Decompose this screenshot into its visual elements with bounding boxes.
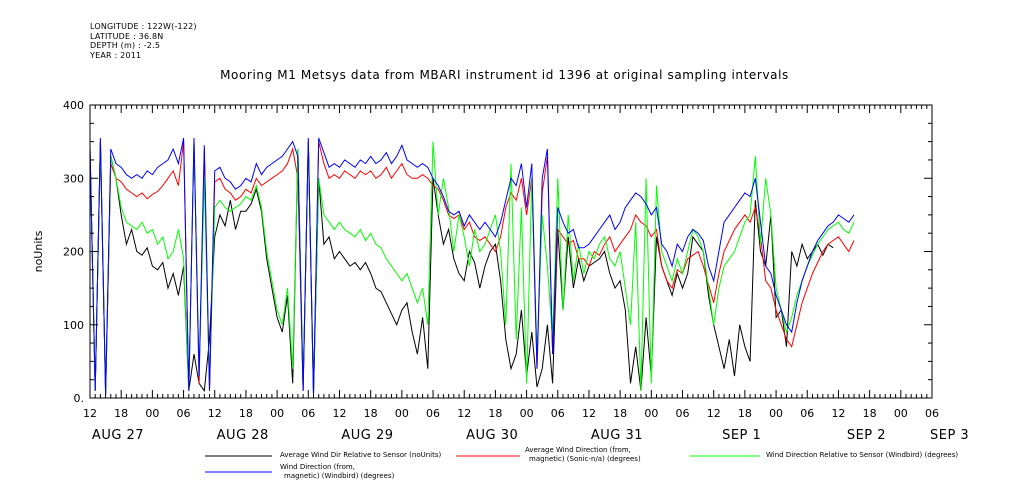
x-tick-label: 00 [395, 407, 409, 420]
metadata-block: LONGITUDE : 122W(-122) LATITUDE : 36.8N … [90, 22, 197, 60]
series-line-4 [89, 137, 855, 395]
x-tick-label: 06 [676, 407, 690, 420]
x-date-label: SEP 1 [722, 428, 761, 443]
y-tick-label: 300 [63, 172, 84, 185]
longitude-text: LONGITUDE : 122W(-122) [90, 22, 197, 31]
x-tick-label: 06 [925, 407, 939, 420]
x-tick-label: 00 [769, 407, 783, 420]
legend-label-3: Wind Direction Relative to Sensor (Windb… [766, 451, 958, 459]
x-tick-label: 18 [613, 407, 627, 420]
x-tick-label: 18 [863, 407, 877, 420]
x-date-label: AUG 28 [217, 428, 269, 443]
legend-label-4-line1: Wind Direction (from, [280, 463, 355, 471]
y-tick-label: 200 [63, 246, 84, 259]
x-tick-label: 00 [270, 407, 284, 420]
x-tick-label: 12 [83, 407, 97, 420]
x-date-label: SEP 3 [930, 428, 969, 443]
x-tick-label: 06 [426, 407, 440, 420]
chart-title: Mooring M1 Metsys data from MBARI instru… [220, 68, 789, 82]
legend: Average Wind Dir Relative to Sensor (noU… [205, 446, 958, 480]
legend-label-4-line2: magnetic) (Windbird) (degrees) [284, 472, 395, 480]
x-tick-label: 12 [707, 407, 721, 420]
latitude-text: LATITUDE : 36.8N [90, 31, 164, 41]
series-line-1 [89, 141, 834, 395]
x-date-label: SEP 2 [847, 428, 886, 443]
x-tick-label: 12 [208, 407, 222, 420]
x-tick-label: 06 [551, 407, 565, 420]
x-tick-label: 12 [457, 407, 471, 420]
y-axis-label: noUnits [32, 230, 45, 272]
plot-frame [89, 104, 933, 399]
x-tick-label: 12 [582, 407, 596, 420]
series-line-3 [89, 141, 855, 395]
x-date-label: AUG 29 [341, 428, 393, 443]
depth-text: DEPTH (m) : -2.5 [90, 41, 161, 50]
year-text: YEAR : 2011 [90, 50, 142, 60]
x-date-label: AUG 31 [591, 428, 643, 443]
x-date-label: AUG 30 [466, 428, 518, 443]
series-layer [89, 137, 855, 395]
x-tick-label: 18 [488, 407, 502, 420]
x-tick-label: 00 [644, 407, 658, 420]
y-tick-label: 0. [74, 392, 85, 405]
x-tick-label: 00 [894, 407, 908, 420]
x-tick-label: 06 [177, 407, 191, 420]
axes-layer: 0. 100 200 300 400 noUnits 12 18 00 06 12 18 00 06 12 1… [32, 99, 969, 443]
legend-label-2-line1: Average Wind Direction (from, [525, 446, 631, 454]
y-tick-label: 100 [63, 319, 84, 332]
x-tick-label: 00 [520, 407, 534, 420]
x-tick-label: 06 [800, 407, 814, 420]
x-tick-label: 00 [145, 407, 159, 420]
x-tick-label: 12 [332, 407, 346, 420]
legend-label-1: Average Wind Dir Relative to Sensor (noU… [280, 451, 441, 459]
x-tick-label: 18 [114, 407, 128, 420]
y-tick-label: 400 [63, 99, 84, 112]
x-tick-label: 18 [364, 407, 378, 420]
x-tick-label: 18 [738, 407, 752, 420]
x-tick-label: 06 [301, 407, 315, 420]
x-tick-label: 18 [239, 407, 253, 420]
x-tick-label: 12 [831, 407, 845, 420]
series-line-2 [89, 141, 855, 395]
x-date-label: AUG 27 [92, 428, 144, 443]
legend-label-2-line2: magnetic) (Sonic-n/a) (degrees) [529, 455, 641, 463]
